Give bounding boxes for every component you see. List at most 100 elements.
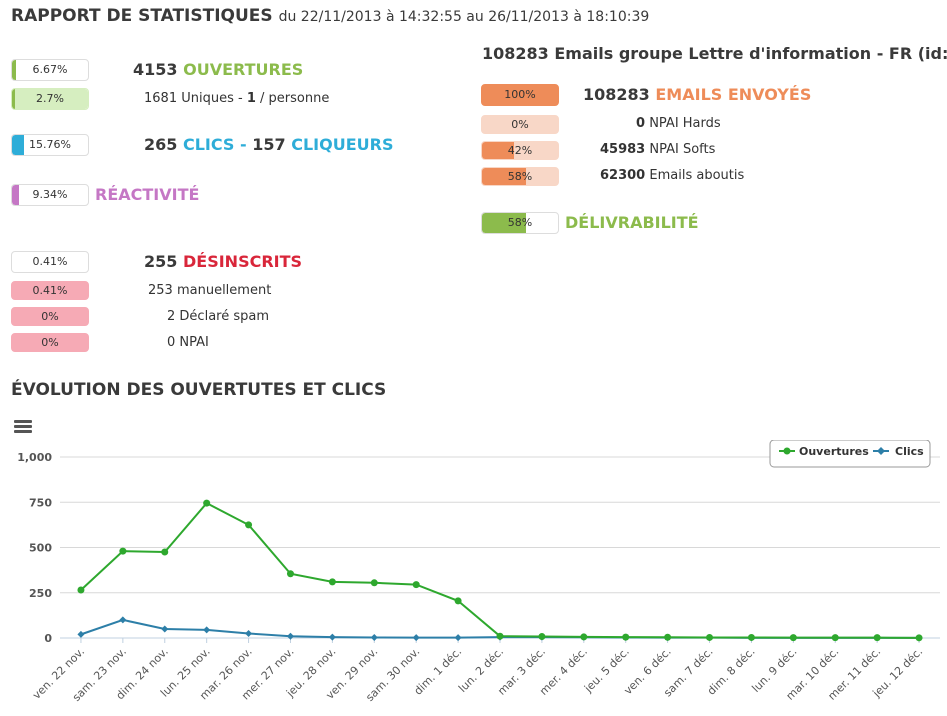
y-tick-label: 1,000	[17, 451, 52, 464]
aboutis-count: 62300	[600, 168, 646, 183]
npai-softs-pct: 42%	[507, 144, 533, 157]
envoyes-stat: 108283 EMAILS ENVOYÉS	[583, 84, 811, 106]
manuellement-pct: 0.41%	[32, 284, 68, 297]
spam-progress: 0%	[11, 307, 89, 326]
ouvertures-progress-fill	[12, 60, 16, 80]
cliqueurs-label: CLIQUEURS	[291, 135, 394, 154]
aboutis-label: Emails aboutis	[649, 168, 745, 183]
ouvertures-stat: 4153 OUVERTURES	[133, 59, 303, 81]
manuellement-progress: 0.41%	[11, 281, 89, 300]
clics-count: 265	[144, 135, 178, 154]
point-ouvertures[interactable]	[412, 581, 420, 589]
point-clics[interactable]	[245, 629, 253, 637]
ouvertures-label: OUVERTURES	[183, 60, 304, 79]
point-clics[interactable]	[161, 625, 169, 633]
desinscrits-label: DÉSINSCRITS	[182, 252, 303, 271]
clics-stat: 265 CLICS - 157 CLIQUEURS	[144, 134, 393, 156]
clics-progress: 15.76%	[11, 134, 89, 156]
envoyes-label: EMAILS ENVOYÉS	[655, 85, 812, 104]
point-ouvertures[interactable]	[873, 634, 881, 642]
point-ouvertures[interactable]	[328, 578, 336, 586]
ouvertures-count: 4153	[133, 60, 178, 79]
report-title-text: RAPPORT DE STATISTIQUES	[11, 6, 273, 26]
uniques-stat: 1681 Uniques - 1 / personne	[144, 88, 329, 110]
point-clics[interactable]	[370, 633, 378, 641]
point-clics[interactable]	[286, 632, 294, 640]
point-ouvertures[interactable]	[831, 634, 839, 642]
legend-clics-marker	[877, 447, 885, 455]
manuellement-count: 253	[148, 283, 173, 298]
ouvertures-pct: 6.67%	[32, 63, 68, 76]
point-ouvertures[interactable]	[747, 633, 755, 641]
npai-pct: 0%	[41, 336, 59, 349]
point-ouvertures[interactable]	[622, 633, 630, 641]
spam-label: Déclaré spam	[179, 309, 269, 324]
point-ouvertures[interactable]	[580, 633, 588, 641]
point-clics[interactable]	[203, 626, 211, 634]
hamburger-menu-icon[interactable]	[14, 420, 32, 434]
ouvertures-progress: 6.67%	[11, 59, 89, 81]
point-clics[interactable]	[412, 634, 420, 642]
point-clics[interactable]	[454, 634, 462, 642]
point-ouvertures[interactable]	[77, 586, 85, 594]
point-clics[interactable]	[119, 616, 127, 624]
cliqueurs-count: 157	[252, 135, 286, 154]
npai-hards-count: 0	[636, 116, 646, 131]
x-axis-ticks: ven. 22 nov.sam. 23 nov.dim. 24 nov.lun.…	[30, 638, 925, 704]
delivrabilite-label: DÉLIVRABILITÉ	[565, 213, 699, 232]
y-tick-label: 750	[29, 496, 52, 509]
npai-softs-progress: 42%	[481, 141, 559, 160]
clics-label: CLICS -	[182, 135, 247, 154]
spam-pct: 0%	[41, 310, 59, 323]
legend-ouvertures-marker	[783, 447, 791, 455]
aboutis-progress: 58%	[481, 167, 559, 186]
desinscrits-count: 255	[144, 252, 178, 271]
report-title: RAPPORT DE STATISTIQUES du 22/11/2013 à …	[11, 6, 649, 26]
point-ouvertures[interactable]	[706, 633, 714, 641]
legend-box	[769, 440, 931, 468]
npai-hards-pct: 0%	[511, 118, 529, 131]
point-clics[interactable]	[328, 633, 336, 641]
series-line-ouvertures	[80, 501, 920, 639]
legend-ouvertures-label[interactable]: Ouvertures	[799, 445, 869, 458]
desinscrits-progress: 0.41%	[11, 251, 89, 273]
point-ouvertures[interactable]	[161, 548, 169, 556]
uniques-pct: 2.7%	[36, 92, 64, 105]
npai-hards-label: NPAI Hards	[649, 116, 721, 131]
point-ouvertures[interactable]	[119, 547, 127, 555]
delivrabilite-progress-fill	[482, 213, 527, 233]
chart-legend[interactable]: Ouvertures Clics	[769, 440, 931, 468]
uniques-count: 1681	[144, 91, 178, 106]
point-clics[interactable]	[77, 630, 85, 638]
point-ouvertures[interactable]	[454, 597, 462, 605]
line-chart: 0 250 500 750 1,000 ven. 22 nov.sam. 23 nov.…	[17, 440, 940, 704]
point-ouvertures[interactable]	[789, 634, 797, 642]
npai-softs-label: NPAI Softs	[649, 142, 716, 157]
clics-pct: 15.76%	[29, 138, 71, 151]
point-ouvertures[interactable]	[286, 570, 294, 578]
uniques-per-value: 1	[246, 91, 256, 106]
chart-series	[77, 499, 923, 642]
reactivite-progress-fill	[12, 185, 19, 205]
point-ouvertures[interactable]	[915, 634, 923, 642]
spam-stat: 2 Déclaré spam	[167, 306, 269, 328]
desinscrits-pct: 0.41%	[32, 255, 68, 268]
report-period: du 22/11/2013 à 14:32:55 au 26/11/2013 à…	[278, 9, 650, 25]
delivrabilite-pct: 58%	[507, 216, 533, 229]
npai-count: 0	[167, 335, 176, 350]
reactivite-progress: 9.34%	[11, 184, 89, 206]
point-ouvertures[interactable]	[370, 579, 378, 587]
y-tick-label: 0	[44, 632, 52, 645]
legend-clics-label[interactable]: Clics	[895, 445, 924, 458]
npai-hards-progress: 0%	[481, 115, 559, 134]
point-ouvertures[interactable]	[203, 499, 211, 507]
chart-section-title: ÉVOLUTION DES OUVERTUTES ET CLICS	[11, 380, 387, 400]
aboutis-stat: 62300 Emails aboutis	[600, 165, 744, 187]
point-ouvertures[interactable]	[664, 633, 672, 641]
point-ouvertures[interactable]	[496, 632, 504, 640]
y-tick-label: 250	[29, 587, 52, 600]
point-ouvertures[interactable]	[538, 633, 546, 641]
point-ouvertures[interactable]	[245, 521, 253, 529]
delivrabilite-progress: 58%	[481, 212, 559, 234]
envoyes-pct: 100%	[504, 88, 536, 101]
